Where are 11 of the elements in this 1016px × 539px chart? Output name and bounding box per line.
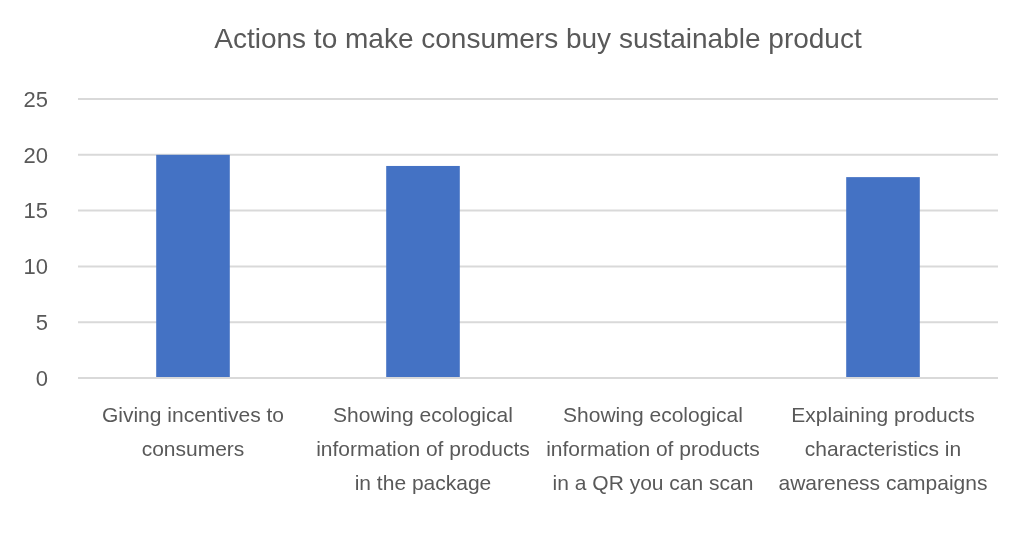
y-tick-label: 0 (35, 365, 48, 391)
x-tick-label: Showing ecological information of products in the package (316, 403, 530, 494)
y-tick-label: 20 (23, 142, 48, 168)
chart-title: Actions to make consumers buy sustainable product (214, 23, 862, 54)
y-tick-label: 5 (35, 309, 48, 335)
x-tick-label: Explaining products characteristics in awareness campaigns (778, 403, 988, 494)
x-tick-label: Giving incentives to consumers (101, 403, 285, 460)
x-tick-label: Showing ecological information of products in a QR you can scan (546, 403, 760, 494)
y-tick-label: 10 (23, 254, 48, 280)
y-tick-label: 15 (23, 198, 48, 224)
y-tick-label: 25 (23, 86, 48, 112)
